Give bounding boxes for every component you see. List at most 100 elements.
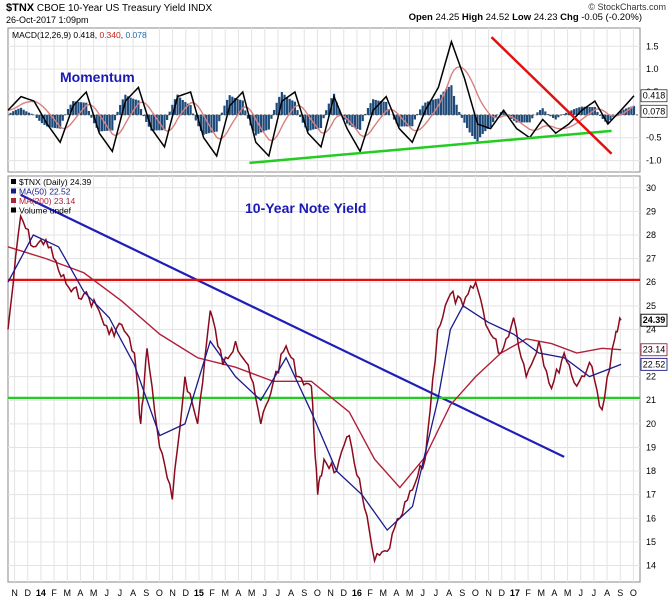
macd-histogram-bar [98, 114, 101, 132]
macd-histogram-bar [484, 114, 487, 132]
macd-histogram-bar [455, 104, 458, 115]
macd-histogram-bar [325, 110, 328, 115]
macd-histogram-bar [95, 114, 98, 128]
price-y-tick-label: 26 [646, 277, 656, 287]
macd-histogram-bar [142, 114, 145, 117]
macd-histogram-bar [293, 101, 297, 115]
macd-histogram-bar [630, 106, 633, 115]
macd-histogram-bar [139, 109, 143, 115]
macd-histogram-bar [79, 102, 83, 115]
x-tick-label: A [77, 588, 83, 598]
x-tick-label: M [222, 588, 230, 598]
x-tick-label: J [592, 588, 597, 598]
macd-histogram-bar [38, 114, 41, 121]
macd-histogram-bar [87, 110, 90, 115]
x-tick-label: N [11, 588, 18, 598]
macd-histogram-bar [432, 99, 435, 115]
macd-histogram-bar [411, 114, 414, 127]
macd-histogram-bar [515, 114, 518, 123]
price-y-tick-label: 30 [646, 183, 656, 193]
macd-histogram-bar [111, 114, 114, 131]
macd-histogram-bar [106, 114, 109, 131]
macd-histogram-bar [22, 109, 25, 115]
x-tick-label: D [25, 588, 32, 598]
macd-histogram-bar [541, 108, 544, 115]
macd-y-tick-label: 1.0 [646, 64, 659, 74]
macd-histogram-bar [348, 114, 351, 126]
x-tick-label: A [551, 588, 557, 598]
macd-trendline [490, 36, 613, 155]
macd-histogram-bar [369, 103, 372, 115]
x-tick-label: M [564, 588, 572, 598]
macd-histogram-bar [609, 114, 612, 121]
price-y-tick-label: 18 [646, 466, 656, 476]
macd-histogram-bar [160, 114, 163, 131]
legend-swatch [11, 179, 16, 184]
macd-histogram-bar [129, 97, 132, 115]
macd-histogram-bar [385, 101, 388, 115]
x-tick-label: A [446, 588, 452, 598]
macd-histogram-bar [61, 114, 64, 121]
macd-histogram-bar [434, 99, 437, 115]
macd-histogram-bar [74, 101, 77, 115]
chg-value: -0.05 (-0.20%) [581, 12, 642, 23]
price-y-tick-label: 19 [646, 442, 656, 452]
macd-histogram-bar [132, 98, 135, 115]
macd-histogram-bar [35, 114, 38, 119]
price-y-tick-label: 20 [646, 419, 656, 429]
macd-histogram-bar [606, 114, 610, 124]
macd-histogram-bar [119, 104, 122, 115]
macd-histogram-bar [494, 114, 497, 119]
ma50-line [7, 234, 622, 532]
x-tick-label: J [118, 588, 123, 598]
macd-histogram-bar [382, 101, 385, 115]
x-tick-label: J [421, 588, 426, 598]
macd-histogram-bar [502, 109, 505, 115]
macd-histogram-bar [353, 114, 357, 129]
x-tick-label: J [579, 588, 584, 598]
price-legend-entry: $TNX (Daily) 24.39 [19, 177, 92, 187]
macd-histogram-bar [218, 114, 221, 122]
macd-histogram-bar [539, 110, 542, 115]
macd-histogram-bar [220, 112, 223, 115]
macd-histogram-bar [450, 85, 453, 115]
macd-histogram-bar [126, 96, 130, 115]
macd-histogram-bar [585, 106, 589, 115]
x-tick-label: S [143, 588, 149, 598]
macd-histogram-bar [317, 114, 320, 129]
macd-histogram-bar [562, 114, 565, 115]
chg-label: Chg [560, 12, 579, 23]
x-tick-label: A [130, 588, 136, 598]
macd-y-tick-label: -0.5 [646, 133, 662, 143]
x-tick-label: F [367, 588, 373, 598]
macd-histogram-bar [272, 110, 276, 115]
x-tick-label: O [314, 588, 321, 598]
macd-histogram-bar [244, 110, 247, 115]
macd-histogram-bar [56, 114, 59, 129]
macd-histogram-bar [398, 114, 401, 127]
macd-histogram-bar [124, 94, 127, 115]
macd-histogram-bar [113, 114, 117, 121]
brand-logo: © StockCharts.com [588, 2, 666, 12]
macd-histogram-bar [619, 111, 623, 115]
macd-histogram-bar [304, 114, 307, 128]
legend-swatch [11, 207, 16, 213]
macd-histogram-bar [549, 114, 552, 117]
macd-histogram-bar [171, 104, 174, 115]
macd-histogram-bar [447, 86, 450, 115]
macd-histogram-bar [212, 114, 216, 133]
macd-histogram-bar [85, 102, 88, 115]
macd-histogram-bar [601, 114, 604, 119]
price-y-tick-label: 15 [646, 537, 656, 547]
macd-trendline [249, 129, 612, 165]
macd-histogram-bar [322, 114, 325, 119]
high-label: High [461, 12, 484, 23]
macd-histogram-bar [145, 114, 148, 122]
macd-histogram-bar [46, 114, 49, 127]
open-value: 24.25 [435, 12, 460, 23]
chart-header: $TNX CBOE 10-Year US Treasury Yield INDX [6, 2, 212, 14]
macd-histogram-bar [445, 89, 448, 115]
macd-histogram-bar [400, 114, 403, 127]
macd-panel-frame [7, 27, 641, 173]
macd-histogram-bar [17, 108, 20, 115]
